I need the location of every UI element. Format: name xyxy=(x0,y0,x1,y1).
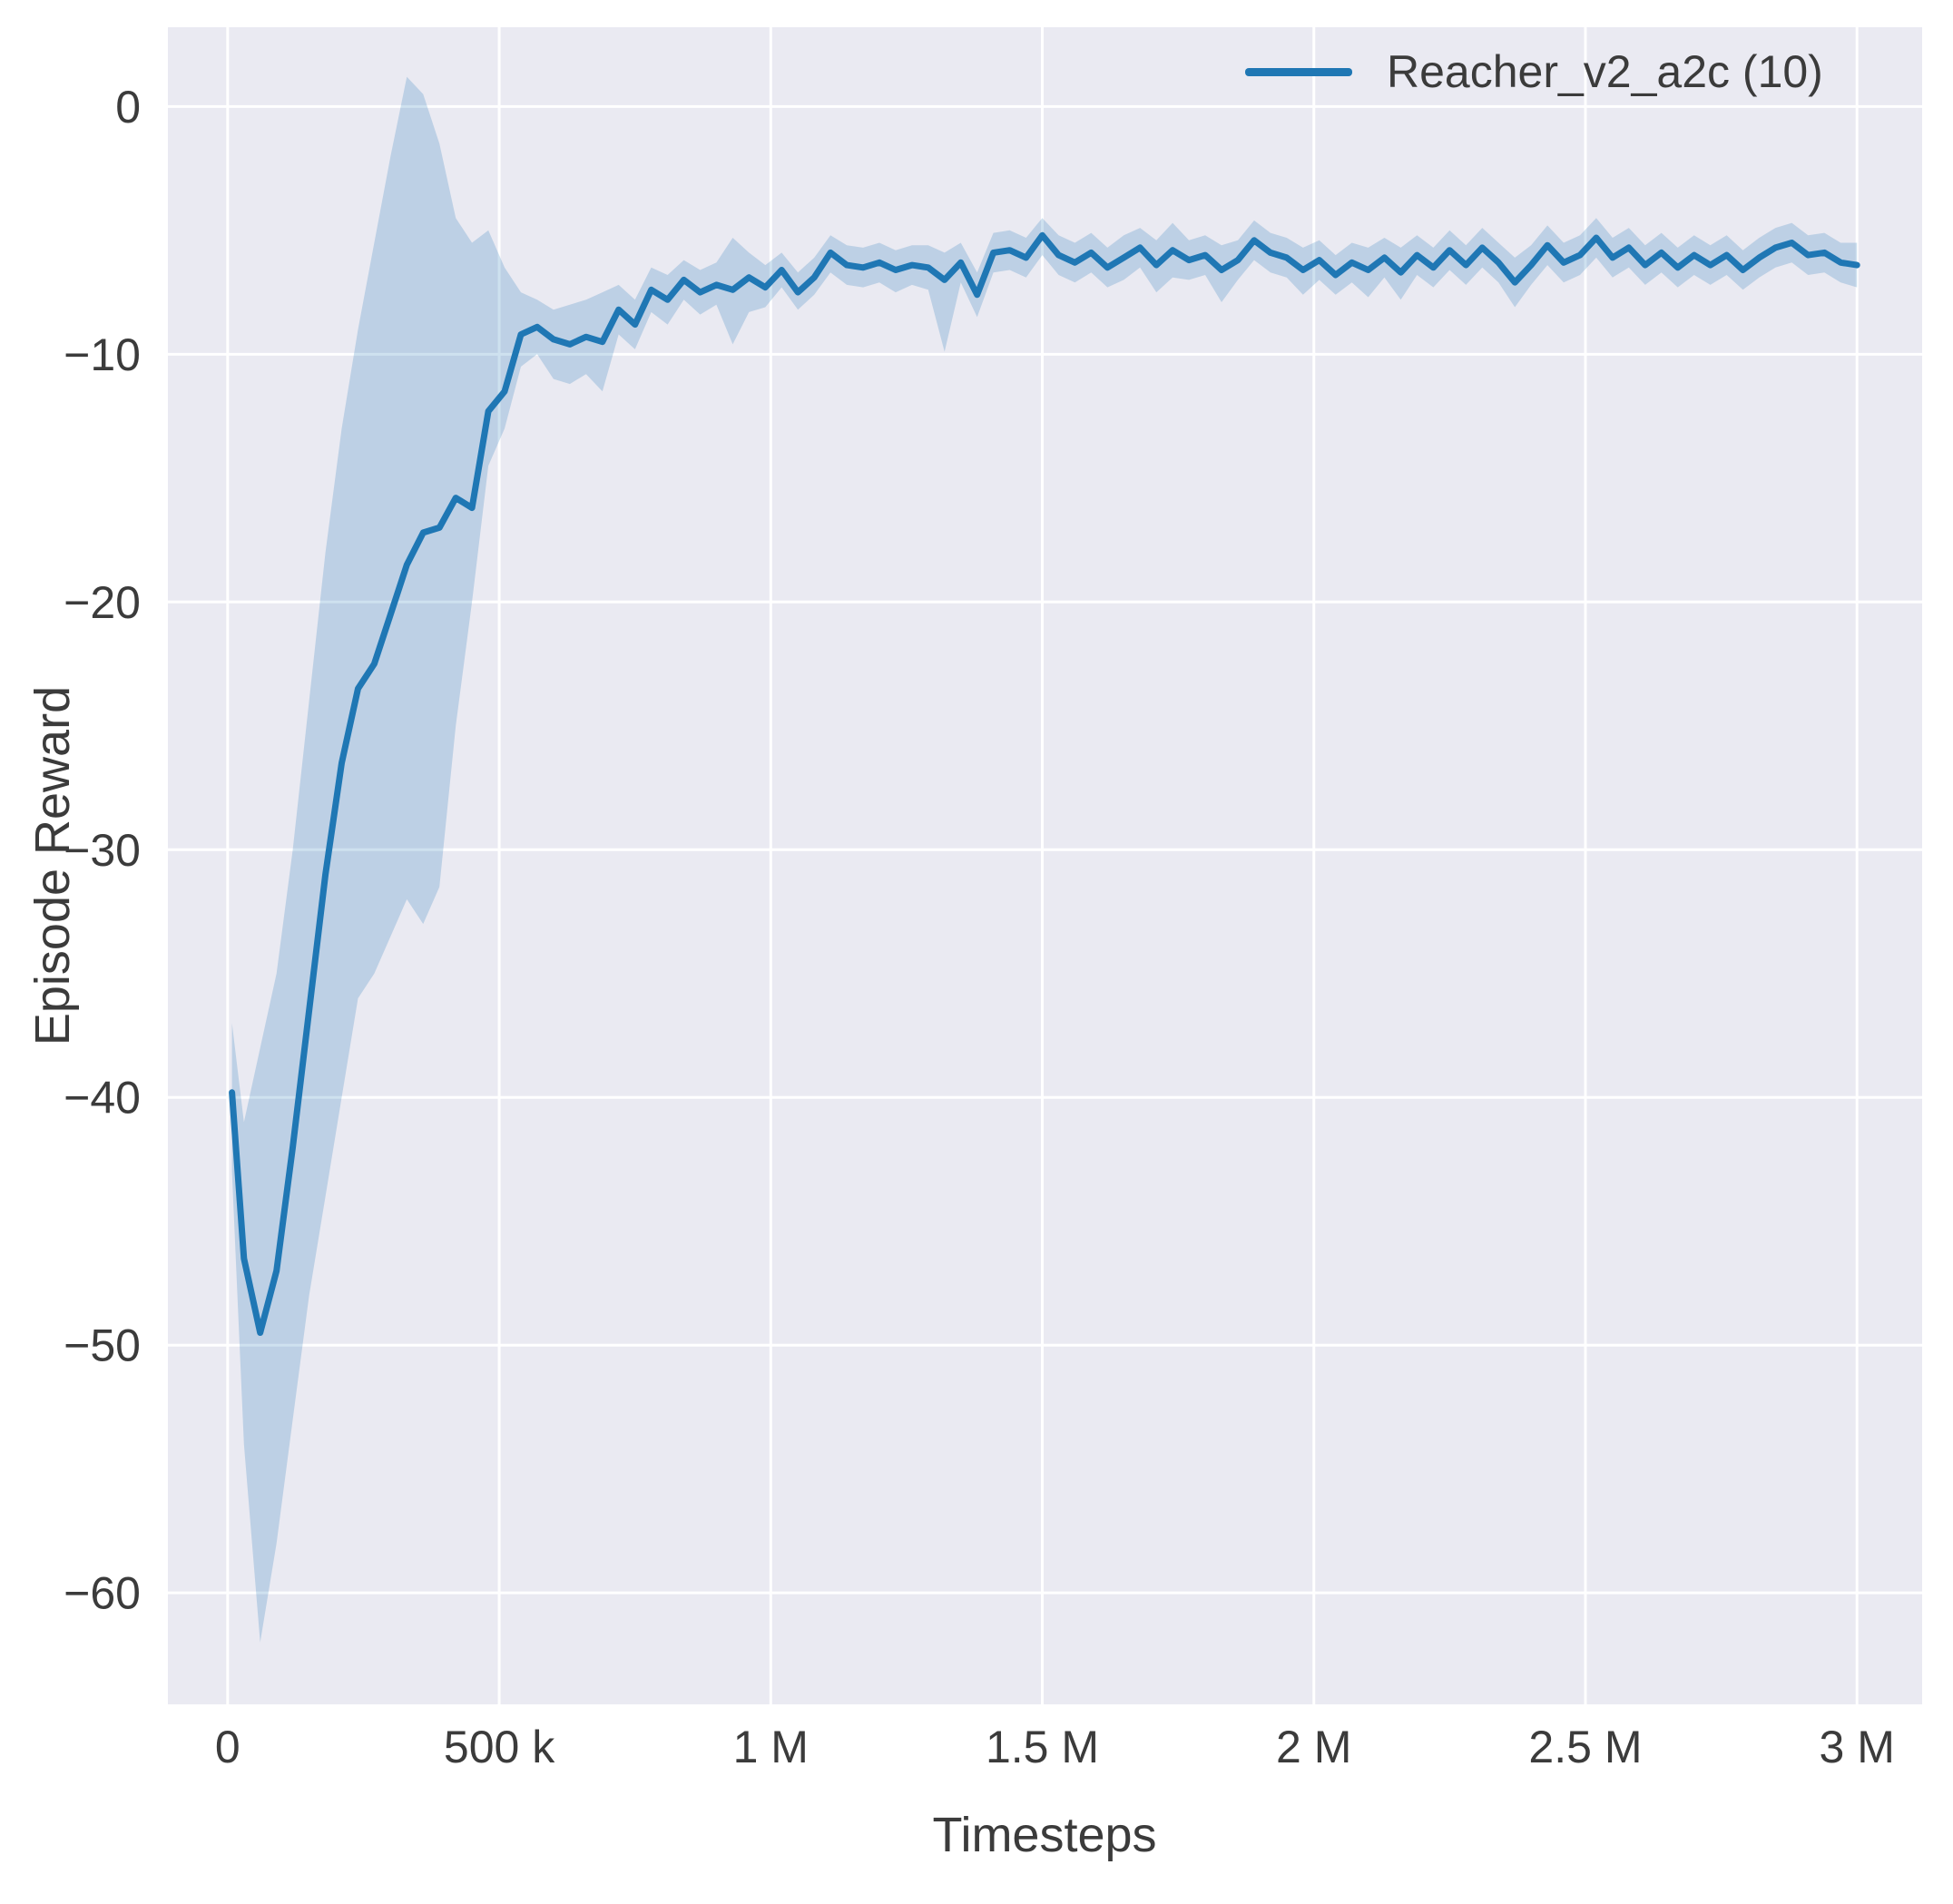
y-tick-label: −10 xyxy=(64,329,141,380)
x-tick-label: 1.5 M xyxy=(986,1722,1099,1772)
x-axis-label: Timesteps xyxy=(932,1808,1157,1862)
x-tick-label: 0 xyxy=(215,1722,240,1772)
y-tick-label: −50 xyxy=(64,1320,141,1371)
legend-series-label: Reacher_v2_a2c (10) xyxy=(1387,46,1823,97)
x-tick-label: 2.5 M xyxy=(1528,1722,1642,1772)
y-tick-label: −60 xyxy=(64,1568,141,1619)
x-tick-label: 1 M xyxy=(733,1722,809,1772)
x-tick-label: 2 M xyxy=(1276,1722,1351,1772)
y-tick-label: 0 xyxy=(115,82,141,132)
legend: Reacher_v2_a2c (10) xyxy=(1245,45,1823,98)
x-tick-label: 3 M xyxy=(1820,1722,1895,1772)
legend-line-swatch xyxy=(1245,67,1352,76)
y-tick-label: −40 xyxy=(64,1073,141,1124)
plot-background xyxy=(168,27,1922,1704)
y-axis-label: Episode Reward xyxy=(25,685,80,1046)
y-tick-label: −30 xyxy=(64,825,141,876)
y-tick-label: −20 xyxy=(64,577,141,628)
confidence-band xyxy=(231,76,1858,1643)
x-tick-label: 500 k xyxy=(444,1722,555,1772)
mean-line xyxy=(229,231,1860,1336)
